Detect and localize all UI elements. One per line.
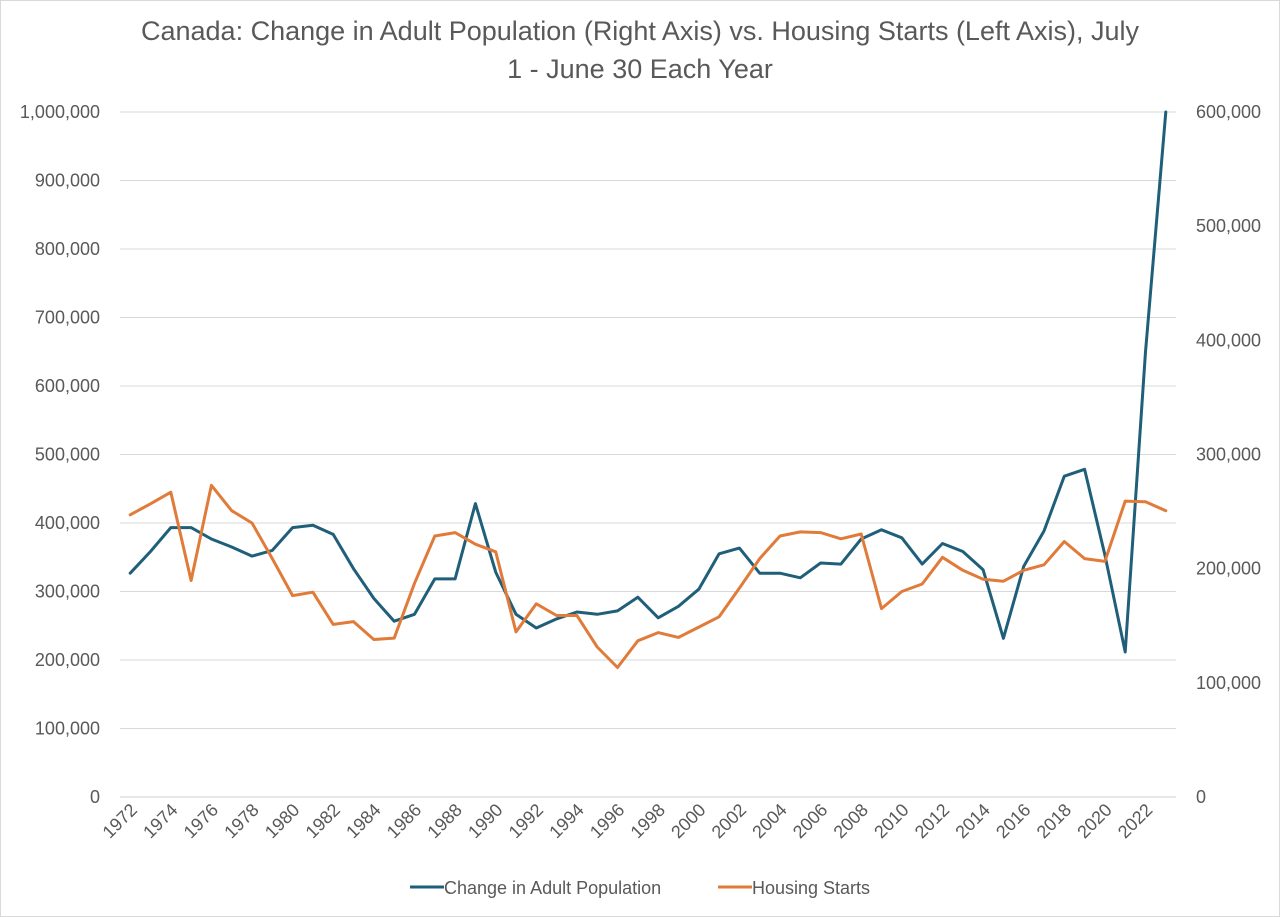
left-axis-ticks: 0 100,000 200,000 300,000 400,000 500,000 600,… [20,102,100,807]
chart-title-line-2: 1 - June 30 Each Year [507,54,773,84]
x-axis-tick-label: 1978 [220,800,262,842]
left-axis-tick-label: 900,000 [35,171,100,191]
x-axis-tick-label: 1972 [99,800,141,842]
x-axis-tick-label: 1998 [627,800,669,842]
right-axis-tick-label: 100,000 [1196,673,1261,693]
x-axis-tick-label: 1996 [586,800,628,842]
legend-label-housing-starts: Housing Starts [752,878,870,898]
right-axis-tick-label: 300,000 [1196,445,1261,465]
x-axis-tick-label: 2010 [870,800,912,842]
chart-title-line-1: Canada: Change in Adult Population (Righ… [140,16,1139,46]
left-axis-tick-label: 1,000,000 [20,102,100,122]
x-axis-ticks: 1972197419761978198019821984198619881990… [99,800,1157,842]
right-axis-ticks: 0 100,000 200,000 300,000 400,000 500,000 600,… [1196,102,1261,807]
right-axis-tick-label: 500,000 [1196,216,1261,236]
left-axis-tick-label: 300,000 [35,582,100,602]
left-axis-tick-label: 600,000 [35,376,100,396]
x-axis-tick-label: 2004 [748,800,790,842]
left-axis-tick-label: 200,000 [35,650,100,670]
left-axis-tick-label: 400,000 [35,513,100,533]
x-axis-tick-label: 1992 [505,800,547,842]
x-axis-tick-label: 1980 [261,800,303,842]
x-axis-tick-label: 2006 [789,800,831,842]
x-axis-tick-label: 2022 [1114,800,1156,842]
left-axis-tick-label: 800,000 [35,239,100,259]
x-axis-tick-label: 2018 [1033,800,1075,842]
series-line-housing-starts [128,483,1168,669]
x-axis-tick-label: 2008 [830,800,872,842]
right-axis-tick-label: 600,000 [1196,102,1261,122]
series-lines [128,110,1168,669]
gridlines [120,111,1176,798]
x-axis-tick-label: 1974 [139,800,181,842]
x-axis-tick-label: 2000 [667,800,709,842]
x-axis-tick-label: 1986 [383,800,425,842]
legend: Change in Adult Population Housing Starts [410,878,870,898]
left-axis-tick-label: 0 [90,787,100,807]
chart-title: Canada: Change in Adult Population (Righ… [90,12,1190,88]
x-axis-tick-label: 2014 [951,800,993,842]
x-axis-tick-label: 1990 [464,800,506,842]
x-axis-tick-label: 1994 [545,800,587,842]
right-axis-tick-label: 200,000 [1196,559,1261,579]
left-axis-tick-label: 100,000 [35,719,100,739]
x-axis-tick-label: 2020 [1073,800,1115,842]
x-axis-tick-label: 2012 [911,800,953,842]
x-axis-tick-label: 1984 [342,800,384,842]
x-axis-tick-label: 1988 [423,800,465,842]
series-line-change-in-adult-population [128,110,1168,654]
right-axis-tick-label: 0 [1196,787,1206,807]
legend-label-change-in-adult-population: Change in Adult Population [444,878,661,898]
x-axis-tick-label: 1982 [302,800,344,842]
x-axis-tick-label: 2002 [708,800,750,842]
x-axis-tick-label: 2016 [992,800,1034,842]
left-axis-tick-label: 500,000 [35,445,100,465]
left-axis-tick-label: 700,000 [35,308,100,328]
right-axis-tick-label: 400,000 [1196,330,1261,350]
x-axis-tick-label: 1976 [180,800,222,842]
